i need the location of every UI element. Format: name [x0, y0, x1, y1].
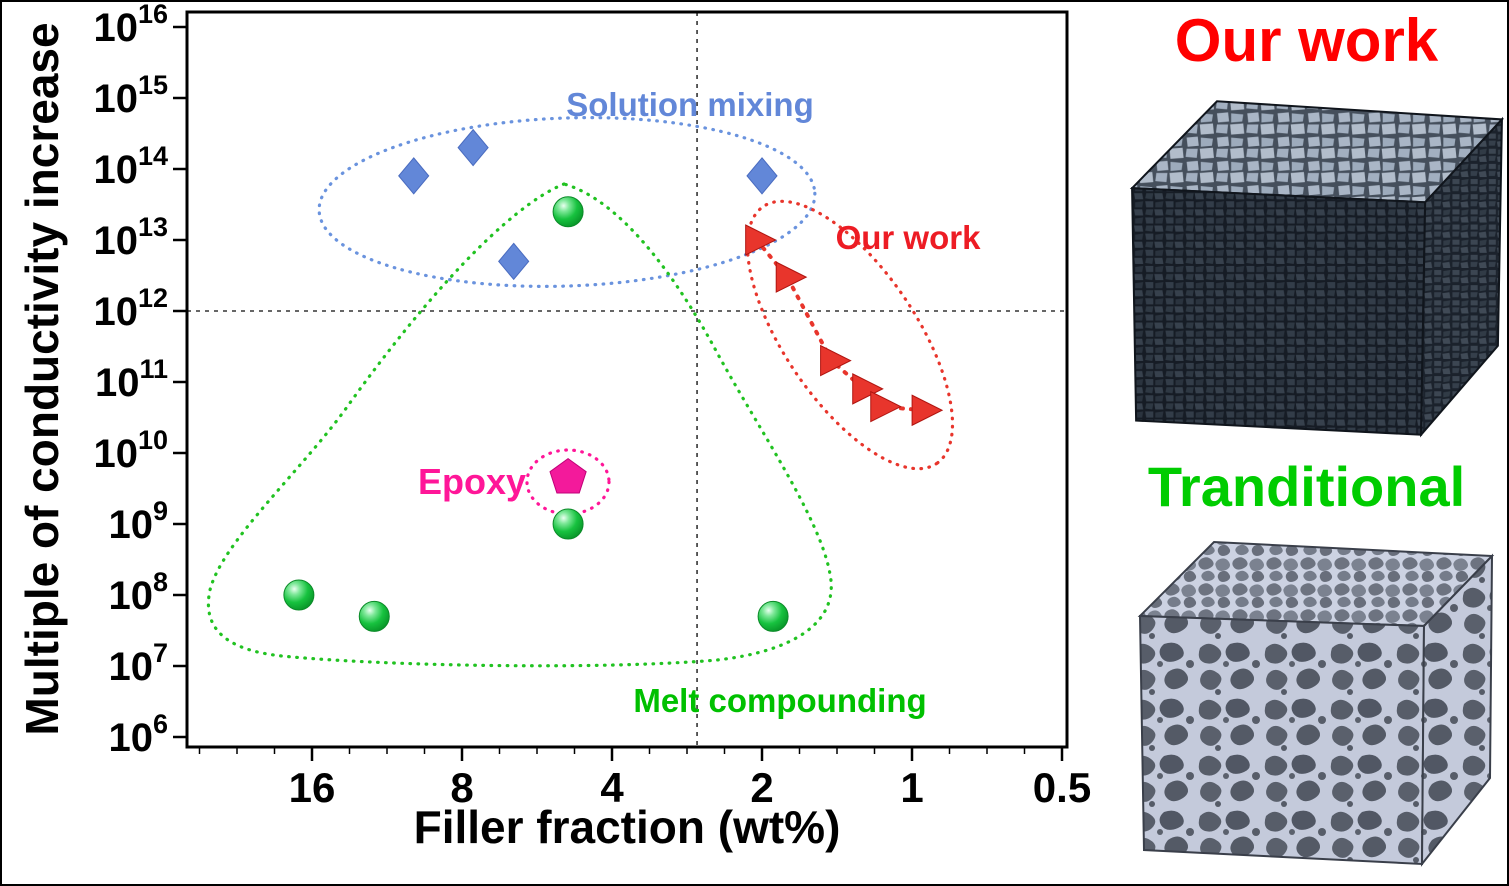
marker-sphere: [283, 579, 315, 611]
y-axis-title: Multiple of conductivity increase: [16, 22, 68, 736]
y-tick-label: 1010: [93, 425, 168, 476]
marker-sphere: [552, 196, 584, 228]
y-tick-label: 1014: [93, 141, 168, 192]
y-tick-label: 1012: [93, 283, 168, 334]
group-label: Melt compounding: [633, 682, 926, 719]
x-tick-label: 2: [750, 764, 773, 811]
conductivity-scatter-plot: 16 8 4 2 1 0.5 1016 1015 1014 1013 1012 1011 1010 109…: [93, 2, 1091, 811]
marker-diamond: [498, 242, 530, 281]
x-tick-label: 4: [600, 764, 624, 811]
group-outline-solution-mixing: [317, 116, 817, 288]
marker-sphere: [757, 600, 789, 632]
x-tick-label: 16: [289, 764, 336, 811]
marker-triangle_right: [911, 394, 944, 427]
y-tick-label: 1013: [93, 212, 168, 263]
segregated-network-cube-icon: [1129, 100, 1505, 438]
marker-triangle_right: [745, 224, 777, 256]
marker-triangle_right: [820, 344, 852, 377]
y-tick-label: 108: [108, 567, 168, 618]
marker-pentagon: [549, 458, 587, 494]
marker-sphere: [552, 508, 584, 540]
y-tick-label: 1016: [93, 2, 168, 50]
chart-area: 16 8 4 2 1 0.5 1016 1015 1014 1013 1012 1011 1010 109…: [2, 2, 1102, 884]
x-axis-title: Filler fraction (wt%): [413, 801, 841, 853]
group-label: Our work: [836, 219, 982, 256]
group-label: Epoxy: [418, 461, 526, 502]
traditional-cube-image: [1130, 530, 1506, 882]
y-tick-label: 106: [108, 709, 168, 760]
x-tick-label: 8: [450, 764, 473, 811]
group-label: Solution mixing: [566, 86, 813, 123]
marker-diamond: [746, 157, 778, 195]
marker-triangle_right: [852, 373, 884, 405]
marker-diamond: [457, 128, 489, 167]
random-morphology-cube-icon: [1137, 540, 1495, 867]
y-tick-label: 1011: [95, 354, 168, 405]
marker-sphere: [358, 600, 390, 632]
marker-triangle_right: [775, 261, 808, 293]
y-tick-label: 107: [108, 638, 168, 689]
x-tick-label: 1: [900, 764, 923, 811]
our-work-cube-image: [1124, 86, 1507, 454]
y-tick-label: 109: [108, 496, 168, 547]
marker-triangle_right: [870, 390, 902, 423]
side-title-traditional: Tranditional: [1147, 455, 1466, 518]
plot-frame: [185, 10, 1069, 749]
group-outline-our-work: [745, 199, 955, 471]
y-tick-label: 1015: [93, 70, 168, 121]
marker-diamond: [398, 157, 430, 195]
side-title-our-work: Our work: [1174, 7, 1439, 74]
x-tick-label: 0.5: [1033, 764, 1091, 811]
